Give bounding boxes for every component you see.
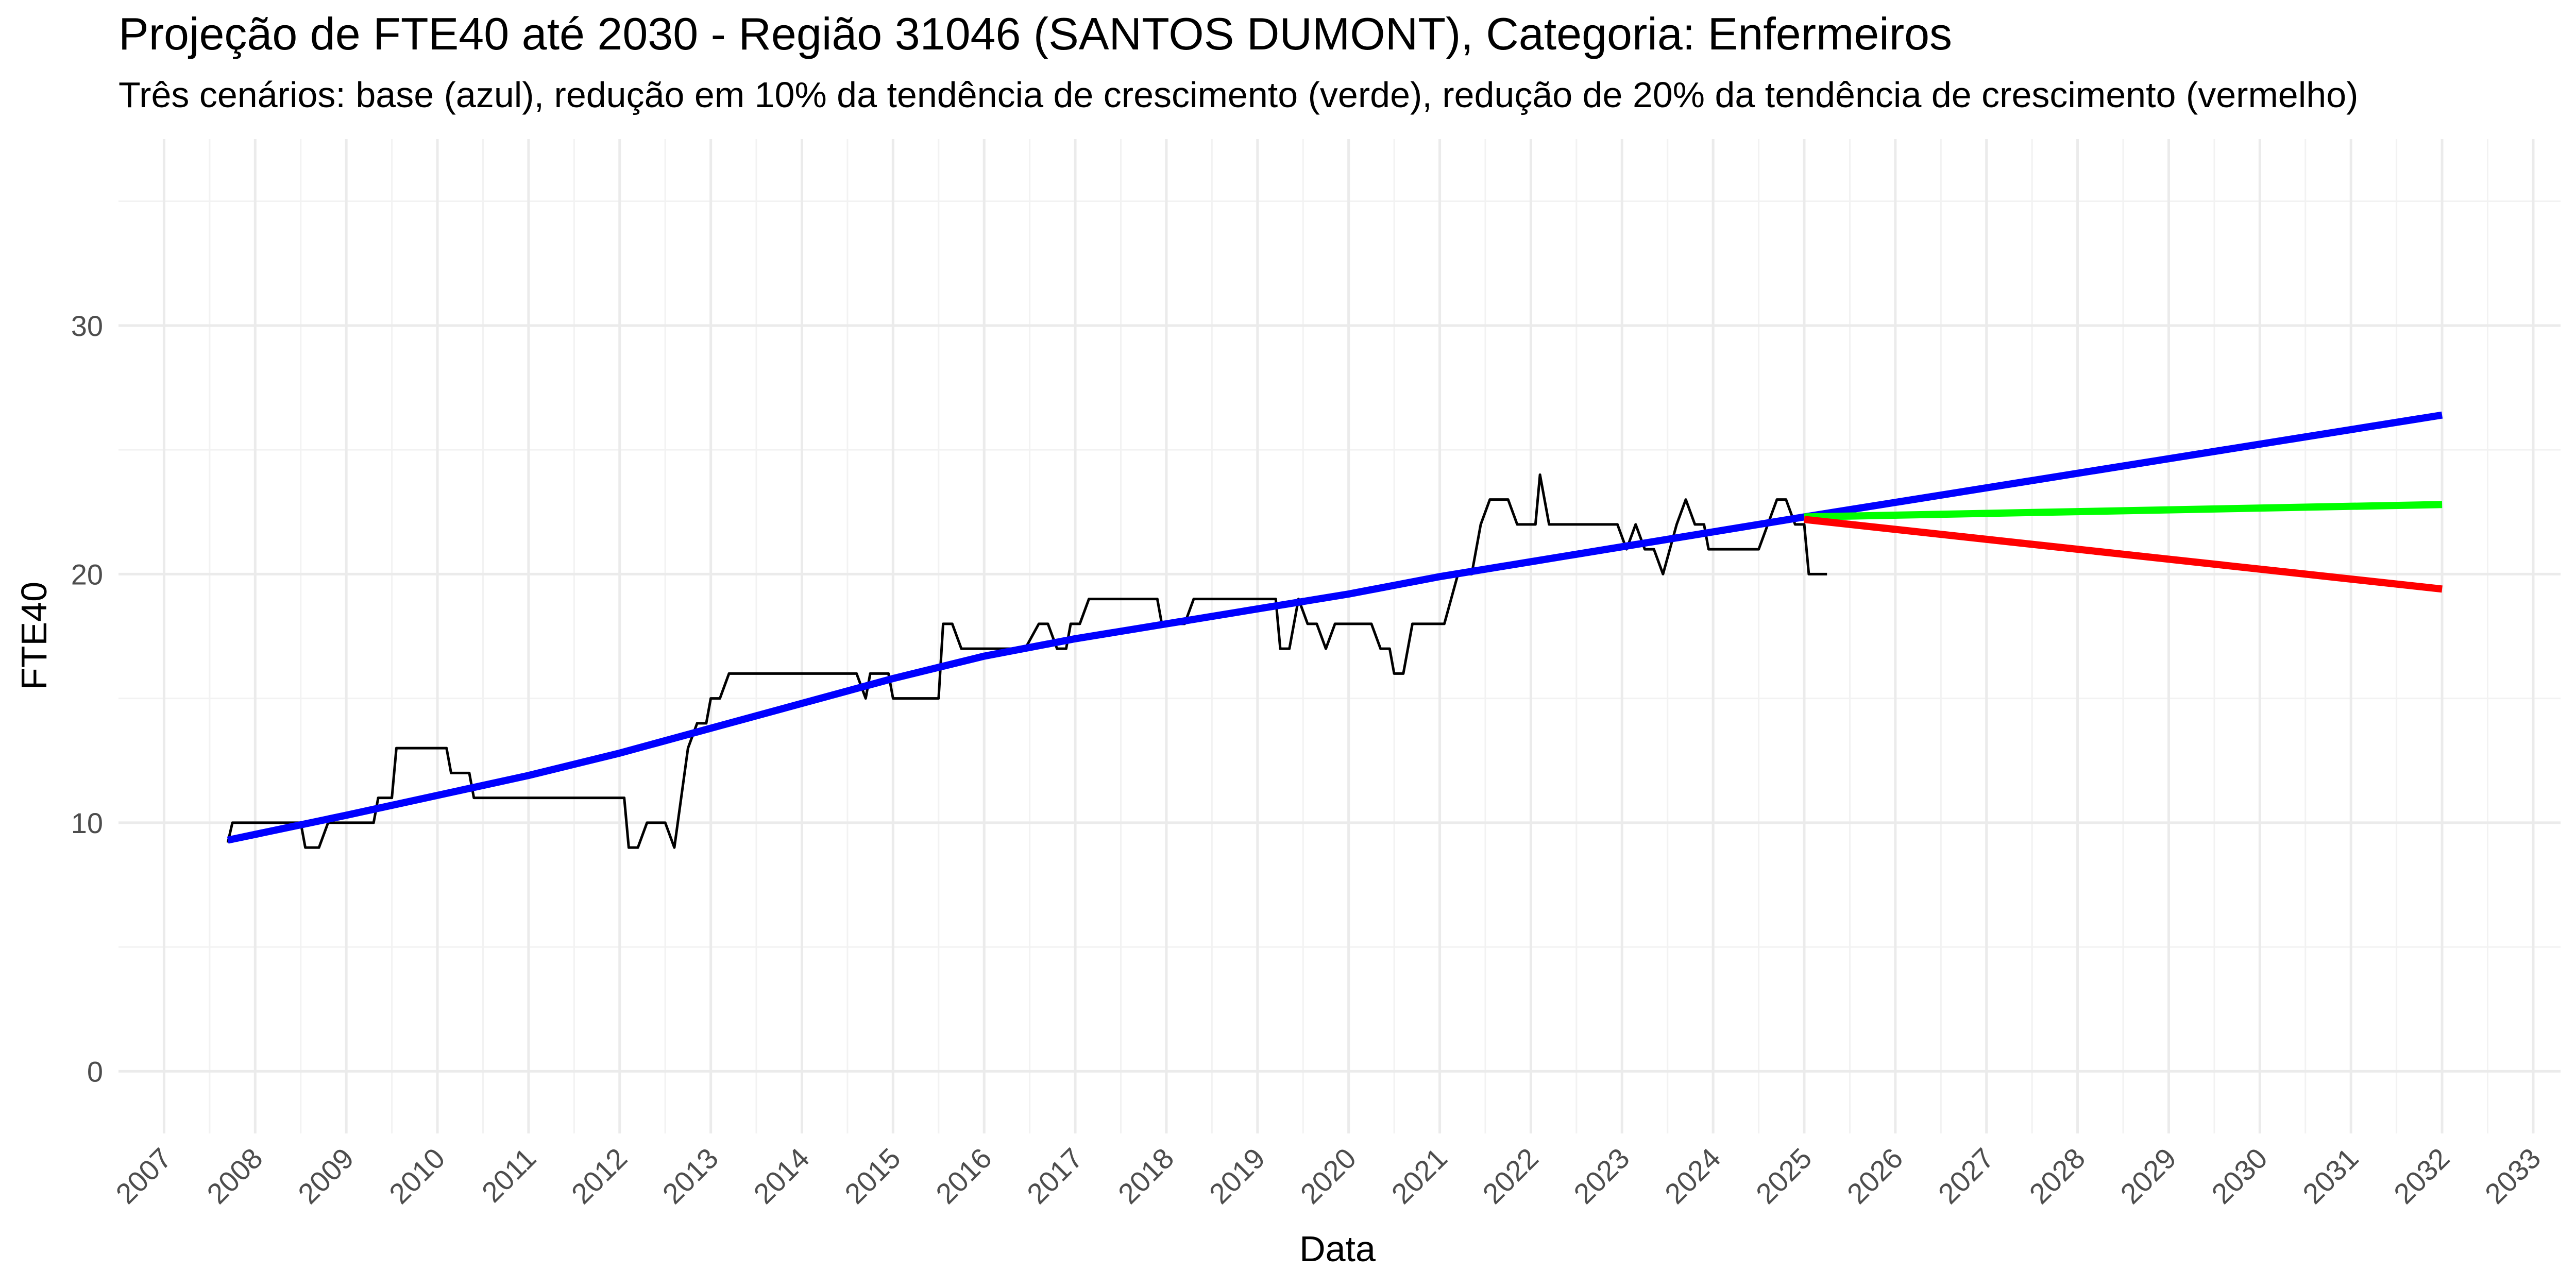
series-line-1 [227,411,2443,844]
x-tick-label: 2030 [2205,1142,2274,1210]
x-tick-label: 2012 [565,1142,634,1210]
x-tick-label: 2019 [1203,1142,1272,1210]
x-tick-label: 2023 [1567,1142,1636,1210]
y-tick-label: 0 [87,1055,103,1088]
series-line-3 [1804,516,2443,593]
x-tick-label: 2026 [1841,1142,1909,1210]
x-tick-label: 2008 [200,1142,269,1210]
x-tick-label: 2024 [1658,1142,1727,1210]
x-tick-label: 2015 [838,1142,907,1210]
x-tick-label: 2033 [2479,1142,2547,1210]
x-tick-label: 2017 [1021,1142,1089,1210]
x-tick-label: 2032 [2387,1142,2456,1210]
chart-subtitle: Três cenários: base (azul), redução em 1… [118,75,2358,115]
x-tick-label: 2011 [476,1142,543,1209]
chart-title: Projeção de FTE40 até 2030 - Região 3104… [118,8,1952,59]
y-tick-label: 30 [71,310,103,342]
x-tick-label: 2016 [929,1142,998,1210]
x-tick-label: 2007 [109,1142,178,1210]
y-axis-title: FTE40 [14,582,54,690]
grid-layer [118,139,2561,1133]
x-tick-label: 2018 [1112,1142,1180,1210]
x-tick-label: 2028 [2023,1142,2091,1210]
x-tick-label: 2022 [1476,1142,1545,1210]
x-axis-title: Data [1299,1229,1376,1269]
x-tick-label: 2020 [1294,1142,1363,1210]
x-tick-label: 2027 [1932,1142,2001,1210]
y-tick-label: 10 [71,807,103,839]
x-tick-label: 2029 [2114,1142,2182,1210]
x-tick-label: 2014 [747,1142,816,1210]
x-tick-label: 2013 [656,1142,724,1210]
x-tick-label: 2010 [383,1142,451,1210]
series-layer [226,411,2443,849]
x-tick-label: 2031 [2296,1142,2365,1210]
x-tick-label: 2021 [1385,1142,1453,1210]
x-tick-label: 2025 [1750,1142,1818,1210]
x-tick-label: 2009 [292,1142,360,1210]
y-tick-label: 20 [71,558,103,590]
series-line-2 [1804,501,2443,521]
